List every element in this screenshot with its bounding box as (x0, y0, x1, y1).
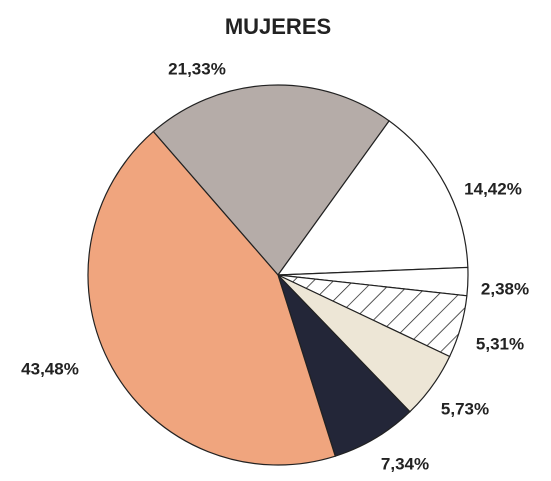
data-label: 7,34% (381, 454, 429, 473)
data-label: 43,48% (21, 359, 79, 378)
data-label: 14,42% (464, 179, 522, 198)
pie-slice (276, 120, 469, 276)
pie-slice (87, 130, 337, 466)
data-label: 5,73% (441, 399, 489, 418)
data-label: 5,31% (476, 334, 524, 353)
data-label: 2,38% (481, 279, 529, 298)
pie-slice (152, 84, 390, 276)
data-label: 21,33% (168, 59, 226, 78)
chart-title: MUJERES (225, 14, 331, 39)
